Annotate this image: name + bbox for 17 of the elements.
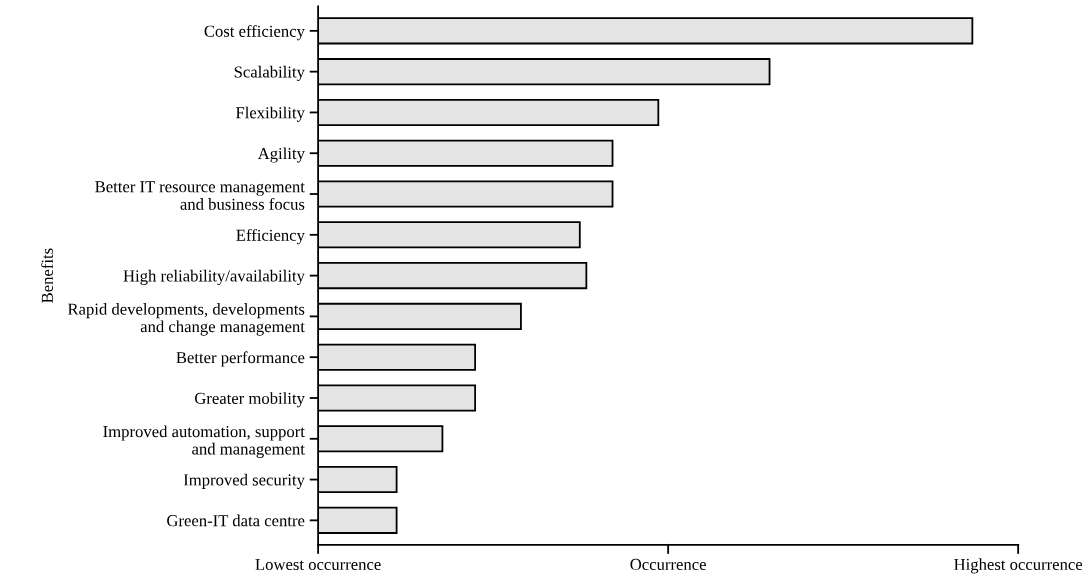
- y-tick-label: Cost efficiency: [204, 24, 305, 41]
- text: Occurrence: [630, 558, 706, 571]
- y-tick-label: Rapid developments, developments and change management: [67, 303, 305, 336]
- y-tick-label: Greater mobility: [194, 392, 305, 408]
- y-tick-label: Improved security: [183, 473, 305, 489]
- y-tick-label: Efficiency: [236, 228, 305, 245]
- y-tick-label: Better performance: [176, 351, 305, 367]
- y-tick-label: Agility: [257, 147, 305, 163]
- text: Highest occurrence: [954, 558, 1082, 574]
- y-tick-label: High reliability/availability: [123, 269, 305, 285]
- y-tick-label: Green-IT data centre: [167, 514, 305, 527]
- y-tick-label: Flexibility: [235, 106, 305, 122]
- y-tick-label: Scalability: [234, 65, 305, 82]
- y-tick-label: Better IT resource management and business focus: [95, 181, 305, 210]
- text: Lowest occurrence: [255, 558, 381, 571]
- y-axis-title: Benefits: [41, 248, 53, 303]
- y-tick-label: Improved automation, support and management: [103, 425, 305, 459]
